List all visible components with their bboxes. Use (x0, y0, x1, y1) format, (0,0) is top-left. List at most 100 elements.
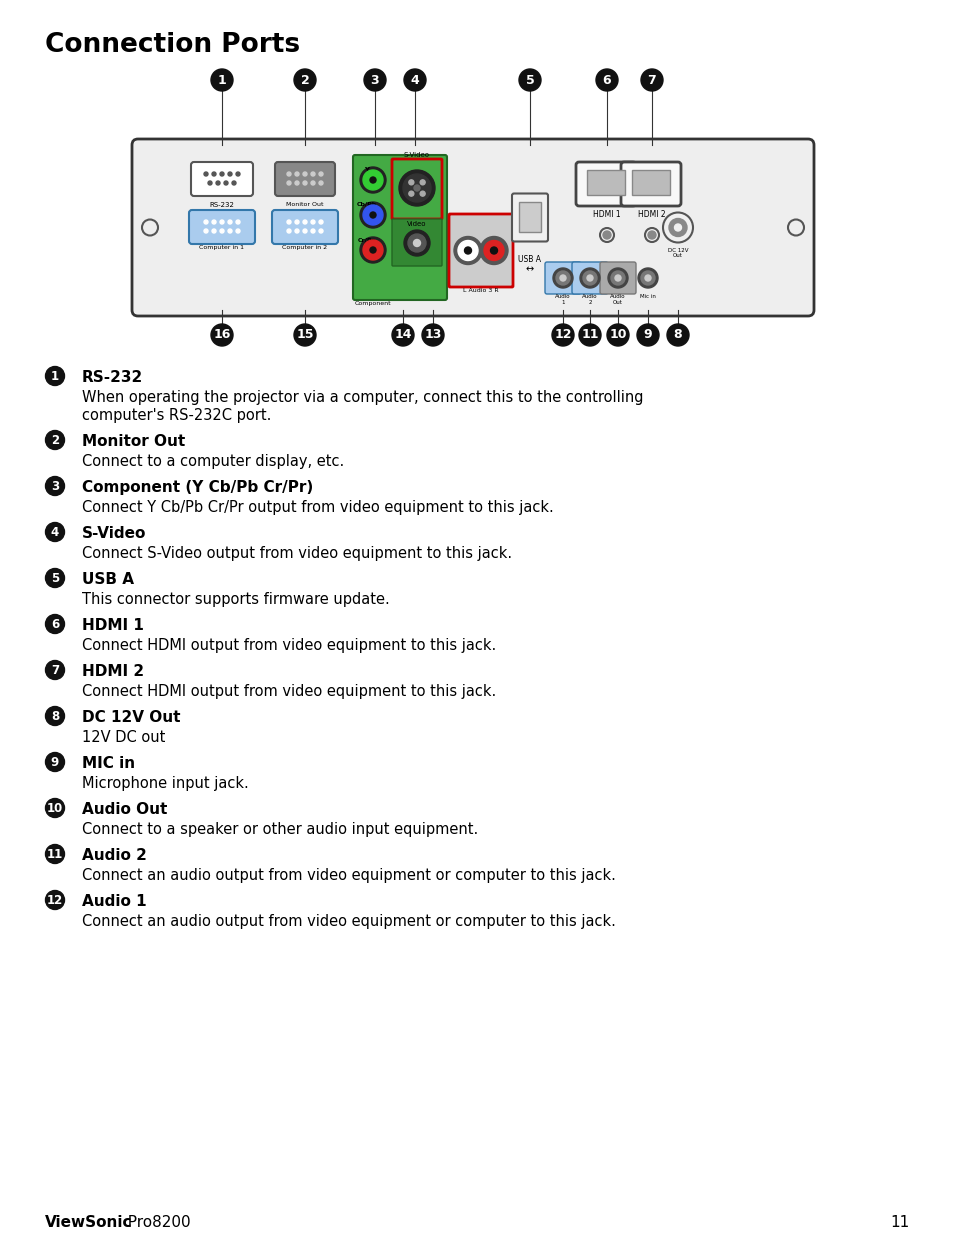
Circle shape (287, 181, 291, 185)
FancyBboxPatch shape (392, 218, 441, 266)
Circle shape (46, 431, 65, 449)
Text: 1: 1 (217, 73, 226, 87)
Text: computer's RS-232C port.: computer's RS-232C port. (82, 408, 271, 423)
Circle shape (46, 366, 65, 386)
Circle shape (370, 247, 375, 253)
Text: Video: Video (407, 221, 426, 227)
Text: Connect S-Video output from video equipment to this jack.: Connect S-Video output from video equipm… (82, 546, 512, 561)
Circle shape (287, 230, 291, 233)
Text: Connect to a computer display, etc.: Connect to a computer display, etc. (82, 454, 344, 469)
Text: 4: 4 (410, 73, 419, 87)
Text: Monitor Out: Monitor Out (82, 434, 185, 449)
FancyBboxPatch shape (449, 213, 513, 287)
Text: Component: Component (355, 302, 391, 307)
Circle shape (287, 220, 291, 223)
Text: 11: 11 (890, 1215, 909, 1230)
Circle shape (220, 230, 224, 233)
Circle shape (204, 172, 208, 176)
Circle shape (287, 172, 291, 176)
Circle shape (294, 172, 298, 176)
Circle shape (294, 230, 298, 233)
Circle shape (311, 172, 314, 176)
Text: Computer in 2: Computer in 2 (282, 244, 327, 249)
Circle shape (409, 180, 414, 185)
Text: 7: 7 (51, 664, 59, 676)
Text: 14: 14 (394, 329, 412, 341)
Circle shape (204, 230, 208, 233)
Text: 11: 11 (580, 329, 598, 341)
Text: Connect to a speaker or other audio input equipment.: Connect to a speaker or other audio inpu… (82, 822, 477, 836)
Circle shape (464, 247, 471, 254)
Text: Connect Y Cb/Pb Cr/Pr output from video equipment to this jack.: Connect Y Cb/Pb Cr/Pr output from video … (82, 500, 553, 515)
Circle shape (403, 69, 426, 91)
FancyBboxPatch shape (353, 155, 447, 300)
Circle shape (228, 220, 232, 223)
Text: Mic in: Mic in (639, 294, 656, 299)
Circle shape (644, 228, 659, 242)
Bar (518, 201, 540, 232)
Text: 12: 12 (554, 329, 571, 341)
Text: 2: 2 (300, 73, 309, 87)
Text: 6: 6 (602, 73, 611, 87)
Text: Connect HDMI output from video equipment to this jack.: Connect HDMI output from video equipment… (82, 638, 496, 653)
Circle shape (674, 223, 680, 231)
Circle shape (46, 614, 65, 633)
Text: Audio Out: Audio Out (82, 802, 167, 817)
Circle shape (215, 181, 220, 185)
Circle shape (212, 230, 215, 233)
Circle shape (606, 324, 628, 346)
Circle shape (457, 241, 477, 261)
Text: Connect HDMI output from video equipment to this jack.: Connect HDMI output from video equipment… (82, 684, 496, 699)
Text: HDMI 2: HDMI 2 (82, 664, 144, 679)
Circle shape (556, 271, 569, 285)
Text: S-Video: S-Video (403, 151, 430, 158)
FancyBboxPatch shape (274, 163, 335, 196)
Text: 8: 8 (51, 710, 59, 722)
Text: 12: 12 (47, 894, 63, 906)
Text: This connector supports firmware update.: This connector supports firmware update. (82, 592, 390, 607)
Text: Component (Y Cb/Pb Cr/Pr): Component (Y Cb/Pb Cr/Pr) (82, 480, 313, 495)
Text: Monitor Out: Monitor Out (286, 202, 323, 207)
Circle shape (311, 220, 314, 223)
Text: Connect an audio output from video equipment or computer to this jack.: Connect an audio output from video equip… (82, 867, 616, 884)
Text: 3: 3 (371, 73, 379, 87)
Circle shape (596, 69, 618, 91)
Circle shape (46, 798, 65, 818)
Circle shape (359, 202, 386, 228)
Circle shape (582, 271, 597, 285)
Text: RS-232: RS-232 (82, 370, 143, 385)
Text: ↔: ↔ (525, 264, 534, 274)
FancyBboxPatch shape (132, 139, 813, 316)
Circle shape (363, 170, 382, 190)
Bar (631, 170, 669, 195)
Text: Audio
2: Audio 2 (581, 294, 598, 305)
Circle shape (638, 268, 658, 288)
Text: 5: 5 (51, 572, 59, 585)
Text: L Audio 3 R: L Audio 3 R (463, 288, 498, 293)
FancyBboxPatch shape (512, 194, 547, 242)
Circle shape (640, 271, 655, 285)
Text: Audio 2: Audio 2 (82, 848, 147, 862)
Circle shape (294, 220, 298, 223)
Text: 11: 11 (47, 848, 63, 860)
FancyBboxPatch shape (544, 262, 580, 294)
Circle shape (232, 181, 235, 185)
Circle shape (421, 324, 443, 346)
Text: Connect an audio output from video equipment or computer to this jack.: Connect an audio output from video equip… (82, 915, 616, 930)
Circle shape (599, 228, 614, 242)
Circle shape (311, 230, 314, 233)
Circle shape (419, 191, 425, 196)
Circle shape (402, 174, 431, 202)
Circle shape (552, 324, 574, 346)
Circle shape (294, 69, 315, 91)
FancyBboxPatch shape (576, 163, 636, 206)
Circle shape (204, 220, 208, 223)
Text: 10: 10 (609, 329, 626, 341)
Circle shape (46, 477, 65, 495)
Circle shape (637, 324, 659, 346)
Circle shape (364, 69, 386, 91)
Circle shape (142, 220, 158, 236)
Circle shape (644, 276, 650, 280)
Text: Audio 1: Audio 1 (82, 894, 147, 908)
Circle shape (408, 235, 426, 252)
